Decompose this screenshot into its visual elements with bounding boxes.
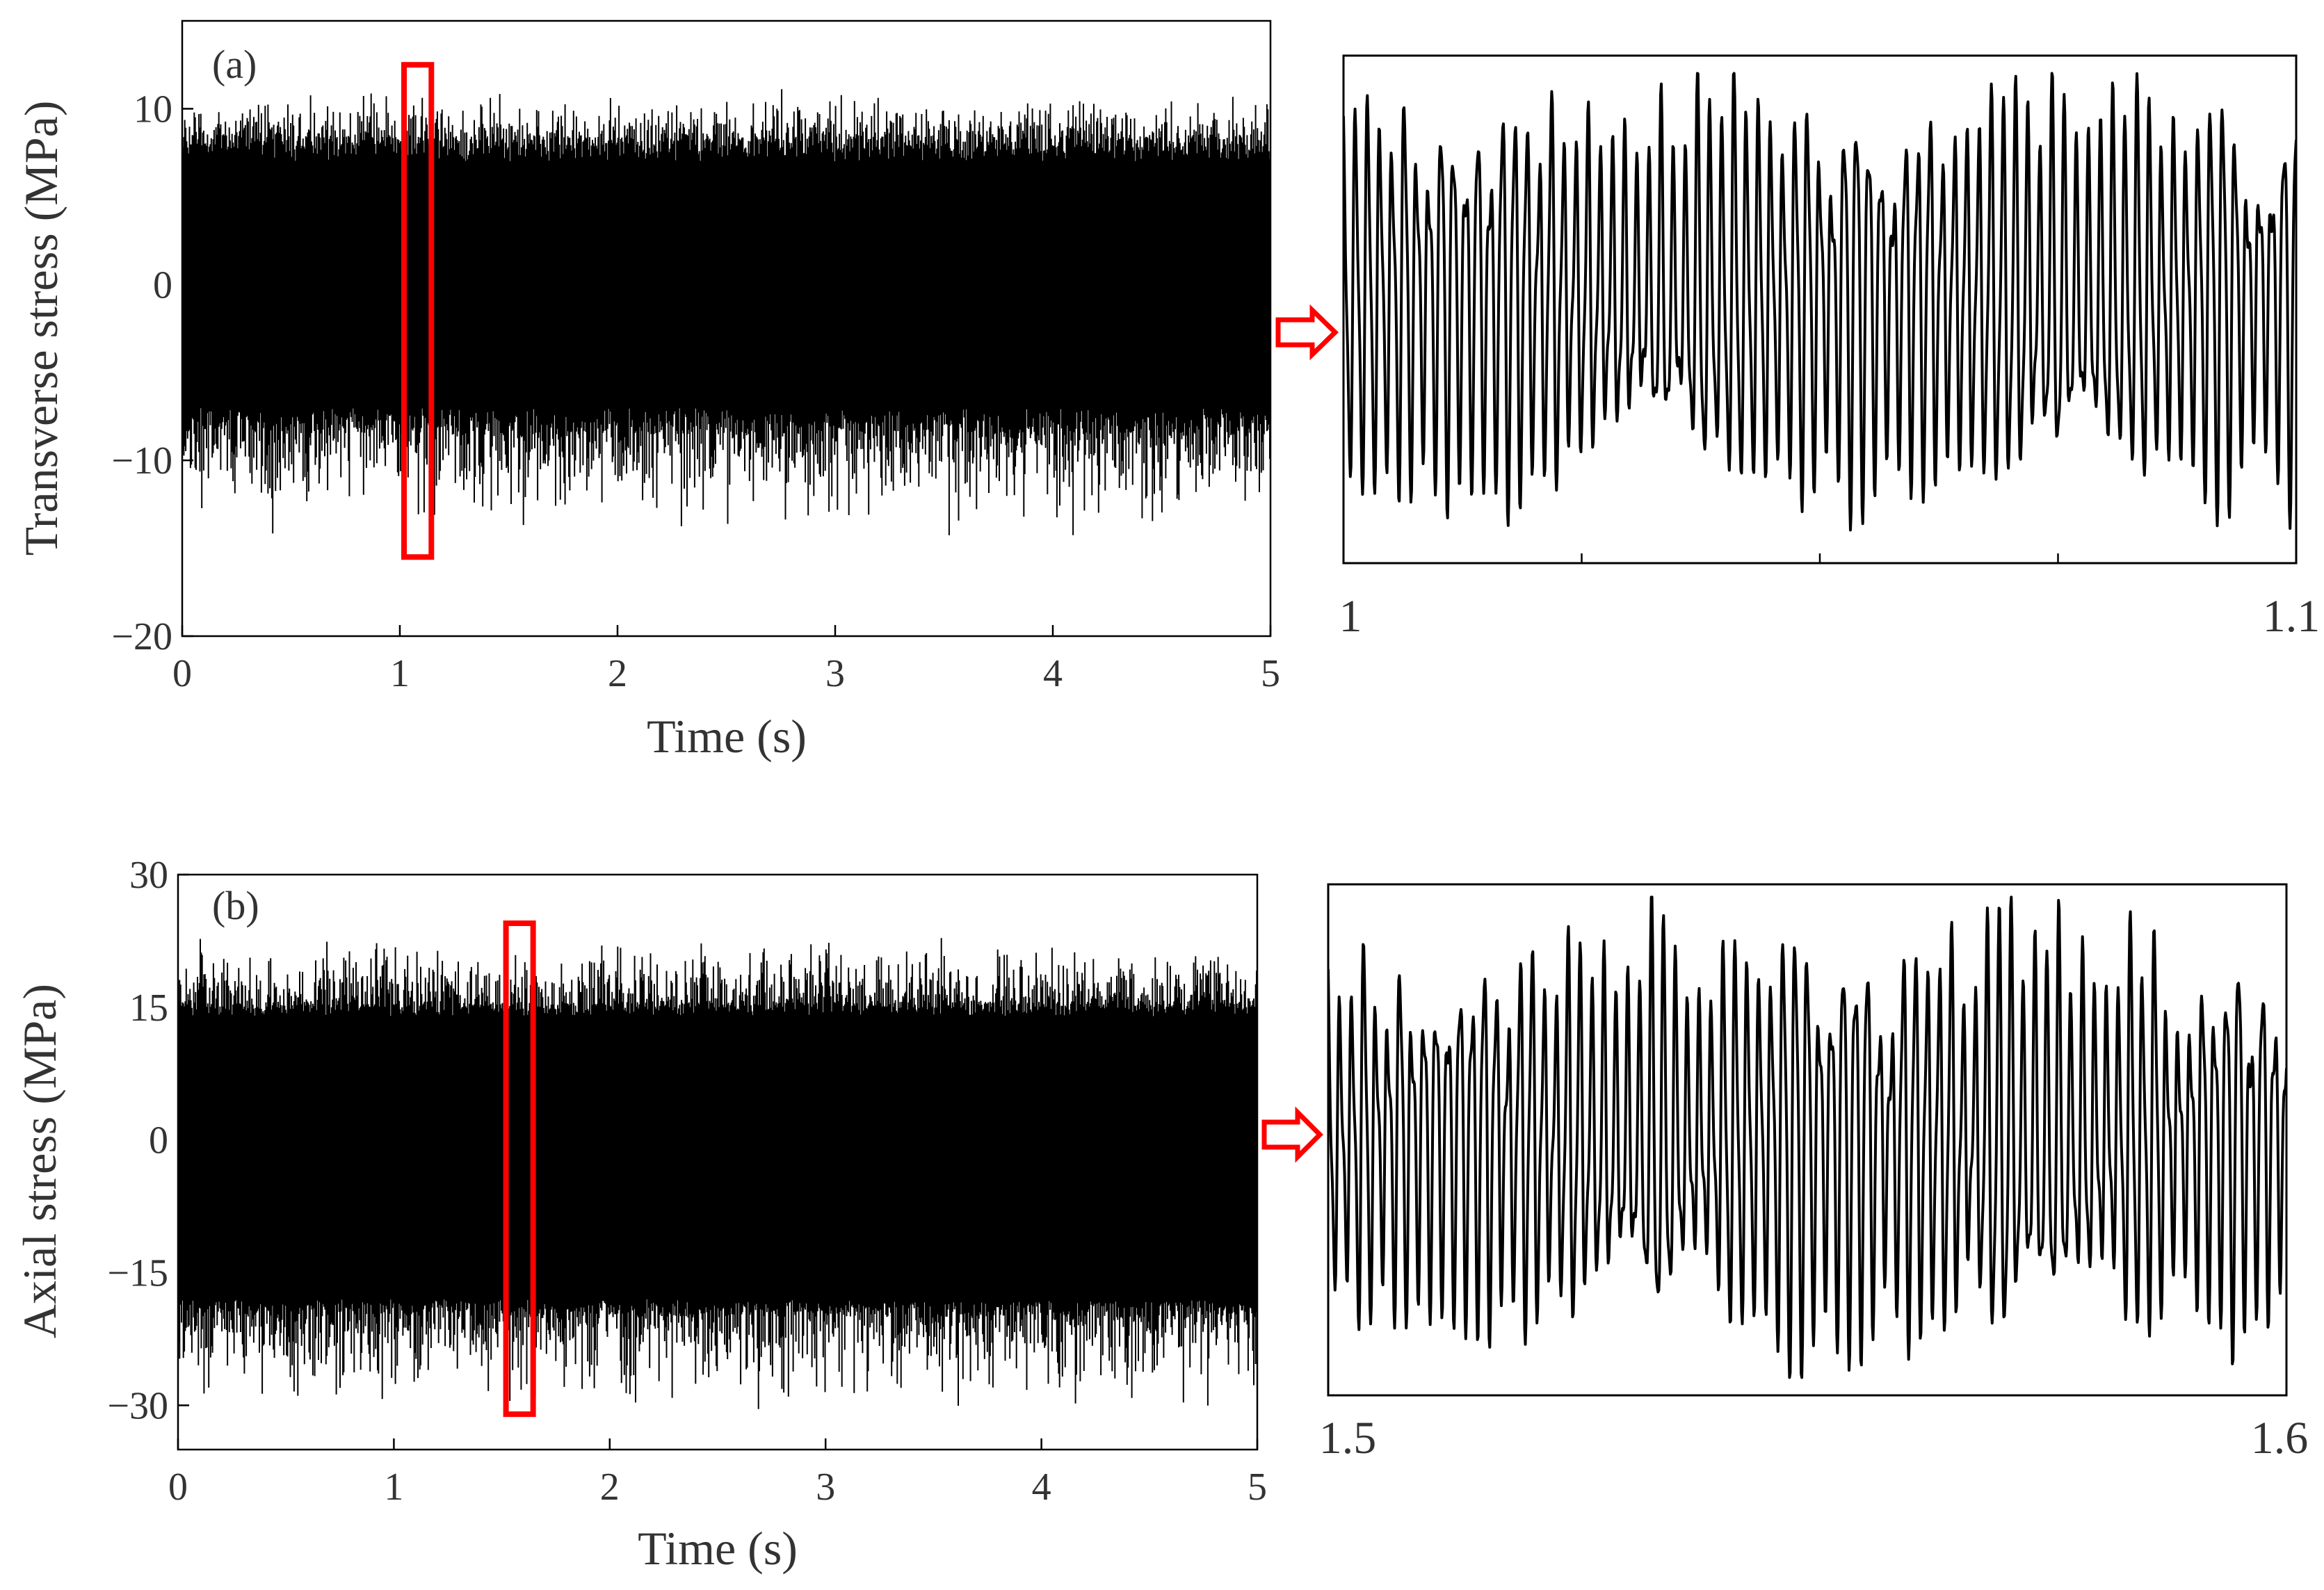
panel-a-x-tick-label: 2 xyxy=(608,652,627,695)
panel-b-zoom-x-tick-1.5: 1.5 xyxy=(1319,1413,1377,1463)
panel-a-highlight-box xyxy=(401,62,435,560)
panel-a-x-axis-label: Time (s) xyxy=(647,710,807,763)
panel-b-zoom-frame xyxy=(1327,883,2288,1397)
panel-a-zoom-minor-ticks xyxy=(1342,553,2298,563)
panel-b-x-tick-label: 2 xyxy=(600,1466,620,1509)
panel-b-x-tick-label: 0 xyxy=(168,1466,188,1509)
panel-b-x-tick-label: 5 xyxy=(1248,1466,1267,1509)
panel-a-x-tick-label: 1 xyxy=(390,652,410,695)
panel-b-zoom: 1.5 1.6 xyxy=(1319,883,2309,1463)
panel-a-signal xyxy=(182,89,1270,535)
panel-b-frame xyxy=(177,873,1259,1451)
panel-b-signal xyxy=(178,938,1257,1409)
panel-b-y-ticks: 30 15 0 −15 −30 xyxy=(107,854,189,1427)
panel-a-zoom-x-tick-1: 1 xyxy=(1339,591,1362,642)
panel-a-y-tick-label: 0 xyxy=(153,263,172,307)
panel-a-x-tick-label: 5 xyxy=(1261,652,1280,695)
panel-b-y-tick-label: 15 xyxy=(129,987,168,1030)
panel-a-x-tick-label: 4 xyxy=(1043,652,1063,695)
panel-b-x-tick-label: 4 xyxy=(1032,1466,1051,1509)
panel-a-zoom-signal xyxy=(1343,72,2296,532)
panel-a-signal-spikes xyxy=(182,89,1270,535)
panel-b-highlight-box xyxy=(503,920,536,1418)
panel-a-y-tick-label: 10 xyxy=(134,88,172,131)
panel-a-frame xyxy=(181,19,1272,638)
panel-b-y-tick-label: −30 xyxy=(107,1384,168,1427)
panel-b-y-tick-label: 30 xyxy=(129,854,168,897)
panel-a-y-ticks: 10 0 −10 −20 xyxy=(111,88,193,658)
panel-a-x-tick-label: 3 xyxy=(825,652,845,695)
panel-b-signal-spikes xyxy=(178,938,1257,1409)
panel-b-y-tick-label: −15 xyxy=(107,1252,168,1295)
panel-b-y-axis-label: Axial stress (MPa) xyxy=(13,984,66,1338)
panel-a-x-tick-label: 0 xyxy=(172,652,192,695)
panel-a-y-axis-label: Transverse stress (MPa) xyxy=(15,101,67,556)
panel-a: 0 1 2 3 4 5 10 0 −10 −20 (a) Time (s) Transverse… xyxy=(15,19,1280,763)
panel-b-x-axis-label: Time (s) xyxy=(638,1522,798,1575)
panel-a-x-ticks: 0 1 2 3 4 5 xyxy=(172,625,1280,695)
panel-b-x-tick-label: 3 xyxy=(816,1466,835,1509)
panel-b-label: (b) xyxy=(212,883,259,928)
panel-b-x-tick-label: 1 xyxy=(384,1466,403,1509)
panel-b-zoom-signal xyxy=(1328,895,2286,1379)
panel-b-y-tick-label: 0 xyxy=(149,1119,168,1162)
panel-a-y-tick-label: −10 xyxy=(111,439,172,482)
panel-a-zoom-x-tick-1.1: 1.1 xyxy=(2263,591,2321,642)
zoom-arrow-b-icon xyxy=(1261,1106,1323,1163)
panel-b-zoom-x-tick-1.6: 1.6 xyxy=(2251,1413,2309,1463)
panel-b-x-ticks: 0 1 2 3 4 5 xyxy=(168,1438,1267,1509)
panel-a-y-tick-label: −20 xyxy=(111,615,172,658)
panel-a-label: (a) xyxy=(212,42,257,87)
panel-a-zoom: 1 1.1 xyxy=(1339,54,2321,642)
zoom-arrow-a-icon xyxy=(1275,304,1339,361)
